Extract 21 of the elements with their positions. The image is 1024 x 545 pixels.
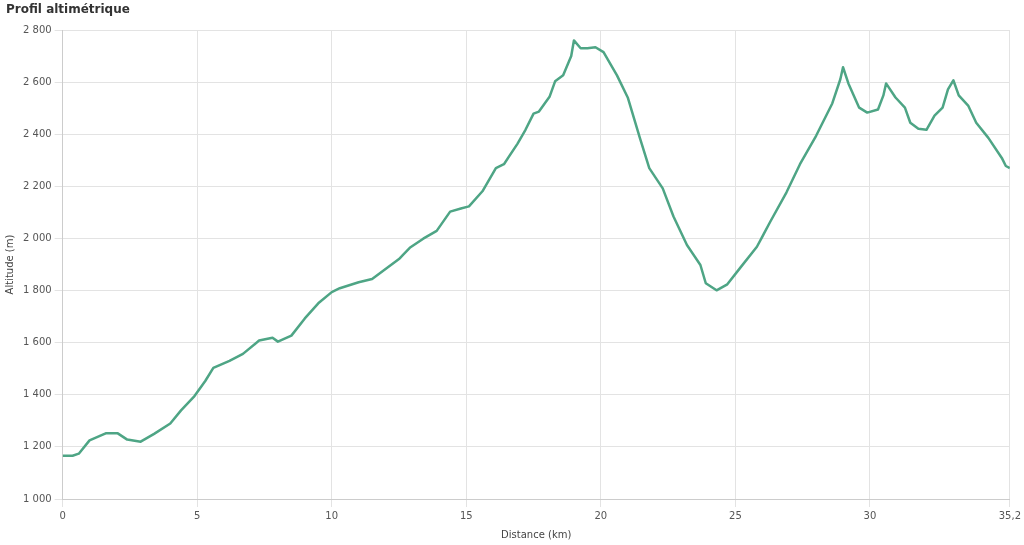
y-axis-title: Altitude (m) <box>3 234 15 295</box>
chart-title: Profil altimétrique <box>6 2 130 16</box>
y-tick-label: 2 200 <box>22 179 52 191</box>
y-tick-label: 2 000 <box>22 232 52 244</box>
x-tick-label: 15 <box>459 509 473 521</box>
x-tick-label: 30 <box>863 509 877 521</box>
x-axis-title: Distance (km) <box>501 528 572 540</box>
x-tick-label: 5 <box>193 509 201 521</box>
y-tick-label: 1 600 <box>22 336 52 348</box>
x-tick-label: 25 <box>729 509 742 521</box>
y-tick-label: 2 400 <box>22 127 52 139</box>
y-tick-label: 2 800 <box>22 23 52 35</box>
x-tick-label: 35,2 <box>998 509 1021 521</box>
x-tick-label: 10 <box>325 509 339 521</box>
y-tick-label: 1 800 <box>22 284 52 296</box>
y-tick-label: 1 200 <box>22 440 52 452</box>
x-tick-label: 0 <box>59 509 66 521</box>
y-tick-label: 2 600 <box>22 75 52 87</box>
y-tick-label: 1 000 <box>22 492 52 504</box>
x-tick-label: 20 <box>594 509 608 521</box>
y-tick-label: 1 400 <box>22 388 52 400</box>
